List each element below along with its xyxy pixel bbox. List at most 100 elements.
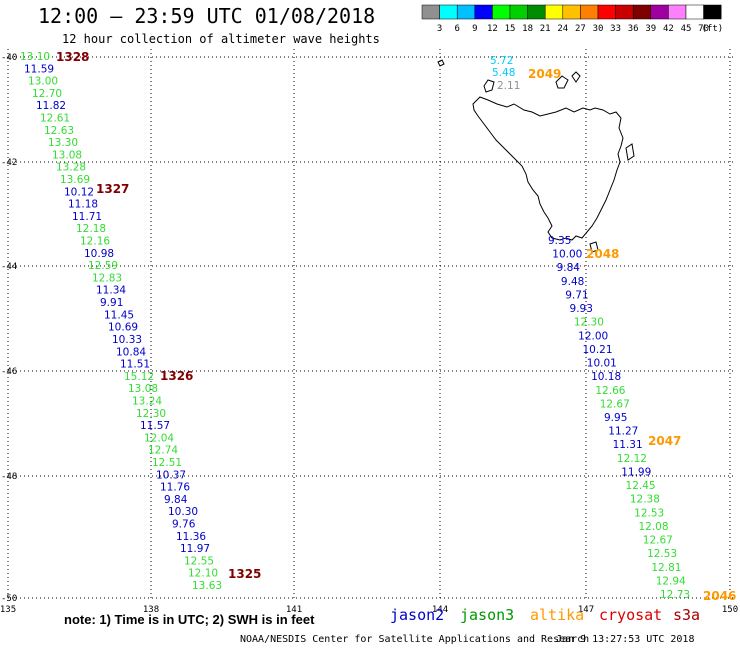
swh-value: 10.18 (591, 371, 621, 383)
swh-value: 11.97 (180, 543, 210, 555)
map-title: 12:00 – 23:59 UTC 01/08/2018 (38, 4, 376, 28)
swh-value: 12.81 (651, 562, 681, 574)
colorbar-label: (ft) (702, 24, 724, 34)
swh-value: 10.01 (587, 358, 617, 370)
satellite-legend-altika: altika (530, 606, 585, 624)
swh-value: 9.84 (557, 262, 581, 274)
swh-value: 11.45 (104, 309, 134, 321)
x-tick-label: 147 (578, 605, 594, 615)
swh-value: 12.16 (80, 236, 110, 248)
colorbar-swatch (597, 4, 616, 20)
swh-value: 12.30 (136, 408, 166, 420)
swh-value: 12.10 (188, 568, 218, 580)
swh-value: 12.08 (638, 521, 668, 533)
swh-value: 13.69 (60, 174, 90, 186)
y-tick-label: -48 (1, 472, 17, 482)
pass-time-label: 2049 (528, 67, 561, 81)
colorbar-label: 21 (540, 24, 551, 34)
colorbar-label: 30 (593, 24, 604, 34)
swh-value: 12.00 (578, 330, 608, 342)
swh-value: 10.00 (552, 249, 582, 261)
swh-value: 11.71 (72, 211, 102, 223)
x-tick-label: 144 (432, 605, 448, 615)
colorbar-label: 39 (645, 24, 656, 34)
swh-value: 13.10 (20, 51, 50, 63)
island-small-nw (437, 59, 445, 67)
pass-time-label: 2048 (586, 247, 619, 261)
swh-value: 11.27 (608, 426, 638, 438)
swh-value: 12.55 (184, 555, 214, 567)
swh-value: 12.63 (44, 125, 74, 137)
y-tick-label: -46 (1, 367, 17, 377)
colorbar-swatch (562, 4, 581, 20)
swh-value: 12.67 (643, 535, 673, 547)
swh-value: 12.67 (600, 398, 630, 410)
track-east-north-values: 5.725.482.11 (490, 55, 520, 92)
swh-value: 12.73 (660, 589, 690, 601)
colorbar-label: 24 (557, 24, 568, 34)
track-east-times: 2048 2047 2046 (586, 247, 736, 603)
colorbar-label: 42 (663, 24, 674, 34)
swh-value: 11.82 (36, 100, 66, 112)
color-scale-legend: 3 6 9 12 15 18 21 24 27 30 33 36 39 42 45 70(ft) (421, 4, 724, 34)
colorbar-label: 12 (487, 24, 498, 34)
generated-time: Jan 9 13:27:53 UTC 2018 (556, 634, 695, 645)
footnote: note: 1) Time is in UTC; 2) SWH is in fe… (64, 612, 315, 627)
colorbar-swatch (544, 4, 564, 20)
x-tick-label: 135 (0, 605, 16, 615)
colorbar-swatch (703, 4, 722, 20)
swh-value: 12.30 (574, 317, 604, 329)
swh-value: 9.48 (561, 276, 584, 288)
swh-value: 12.53 (634, 507, 664, 519)
tasmania-coastline (437, 59, 635, 253)
satellite-legend-s3a: s3a (673, 606, 701, 624)
swh-value: 13.24 (132, 395, 162, 407)
pass-time-label: 1327 (96, 182, 129, 196)
colorbar-swatch (527, 4, 546, 20)
swh-value: 9.35 (548, 235, 571, 247)
swh-value: 10.21 (582, 344, 612, 356)
colorbar-label: 3 (437, 24, 442, 34)
island-east (625, 143, 635, 161)
swh-value: 5.48 (492, 67, 515, 79)
x-tick-label: 138 (143, 605, 159, 615)
colorbar-swatch (685, 4, 704, 20)
swh-value: 9.93 (570, 303, 593, 315)
swh-value: 11.76 (160, 482, 190, 494)
colorbar-swatch (474, 4, 493, 20)
satellite-legend-jason2: jason2 (390, 606, 445, 624)
island-north-3 (571, 71, 581, 83)
swh-value: 11.18 (68, 199, 98, 211)
swh-value: 11.51 (120, 359, 150, 371)
pass-time-label: 1326 (160, 369, 193, 383)
y-tick-label: -50 (1, 594, 17, 604)
colorbar-swatch (632, 4, 652, 20)
swh-value: 12.18 (76, 223, 106, 235)
swh-value: 11.99 (621, 466, 651, 478)
colorbar-swatch (615, 4, 634, 20)
swh-value: 12.70 (32, 88, 62, 100)
colorbar-swatch (580, 4, 599, 20)
colorbar-label: 6 (454, 24, 459, 34)
swh-value: 11.34 (96, 285, 126, 297)
swh-value: 11.36 (176, 531, 206, 543)
swh-value: 13.28 (56, 162, 86, 174)
pass-time-label: 1325 (228, 567, 261, 581)
y-tick-label: -44 (1, 262, 17, 272)
swh-value: 12.61 (40, 113, 70, 125)
colorbar-label: 33 (610, 24, 621, 34)
swh-value: 10.37 (156, 469, 186, 481)
swh-value: 9.95 (604, 412, 627, 424)
pass-time-label: 2047 (648, 434, 681, 448)
swh-value: 10.98 (84, 248, 114, 260)
y-tick-label: -40 (1, 53, 17, 63)
swh-value: 12.59 (88, 260, 118, 272)
swh-value: 15.12 (124, 371, 154, 383)
swh-value: 12.45 (626, 480, 656, 492)
swh-value: 12.53 (647, 548, 677, 560)
swh-value: 13.30 (48, 137, 78, 149)
colorbar-swatch (509, 4, 528, 20)
swh-value: 11.31 (613, 439, 643, 451)
